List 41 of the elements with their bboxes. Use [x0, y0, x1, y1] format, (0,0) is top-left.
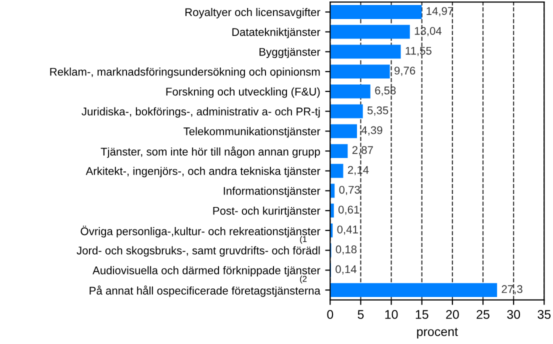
- data-label: 0,14: [336, 265, 356, 274]
- data-label: 0,73: [339, 186, 360, 196]
- y-tick-label: Övriga personliga-,kultur- och rekreationstjänster: [80, 226, 320, 238]
- data-label: 27,3: [502, 285, 522, 294]
- y-tick-label: Forskning och utveckling (F&U): [166, 87, 320, 98]
- y-tick-label: Post- och kurirtjänster: [213, 206, 320, 217]
- data-label: 2,87: [352, 146, 373, 156]
- y-tick-label: Juridiska-, bokförings-, administrativ a- och PR-tj: [82, 107, 320, 118]
- x-tick-label: 25: [476, 310, 490, 319]
- x-tick-label: 35: [538, 310, 551, 319]
- x-tick-label: 0: [327, 310, 334, 319]
- data-label: 4,39: [361, 126, 382, 136]
- y-tick-label: Arkitekt-, ingenjörs-, och andra tekniska tjänster: [86, 166, 320, 178]
- y-tick-label: Datatekniktjänster: [232, 28, 320, 38]
- y-tick-label: Byggtjänster: [260, 48, 320, 58]
- y-tick-label: Tjänster, som inte hör till någon annan grupp: [100, 146, 320, 158]
- x-tick-label: 10: [385, 310, 398, 319]
- x-tick-label: 20: [446, 310, 459, 319]
- x-tick-label: 30: [507, 310, 520, 319]
- text: (2: [300, 276, 307, 284]
- data-label: 2,14: [348, 166, 369, 176]
- data-label: 9,76: [394, 66, 416, 76]
- data-label: 6,58: [375, 86, 396, 96]
- x-tick-label: 15: [416, 310, 428, 319]
- text: (1: [300, 236, 307, 244]
- y-tick-label: Telekommunikationstjänster: [184, 127, 320, 138]
- y-tick-label: Jord- och skogsbruks-, samt gruvdrifts- och förädl: [76, 246, 320, 257]
- y-tick-label: På annat håll ospecificerade företagstjänsterna: [90, 286, 320, 297]
- data-label: 11,55: [406, 46, 432, 56]
- data-label: 0,41: [337, 226, 358, 235]
- x-tick-label: 5: [358, 310, 364, 319]
- x-axis-title: procent: [417, 328, 458, 339]
- data-label: 0,18: [336, 245, 357, 255]
- y-tick-label: Informationstjänster: [224, 186, 320, 198]
- data-label: 5,35: [367, 106, 388, 116]
- y-tick-label: Audiovisuella och därmed förknippade tjänster: [92, 266, 320, 277]
- data-label: 0,61: [338, 206, 360, 215]
- y-tick-label: Royaltyer och licensavgifter: [185, 8, 320, 18]
- y-tick-label: Reklam-, marknadsföringsundersökning och opinionsm: [50, 68, 320, 78]
- data-label: 14,97: [426, 7, 454, 16]
- data-label: 13,04: [414, 26, 442, 36]
